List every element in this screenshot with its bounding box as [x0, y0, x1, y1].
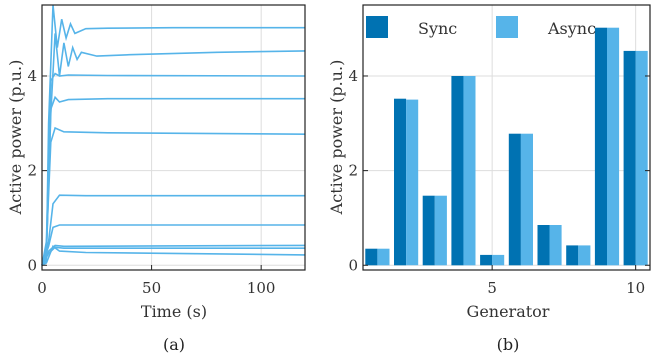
bar-async-gen-4 — [463, 76, 476, 266]
bar-chart-ylabel: Active power (p.u.) — [327, 60, 346, 216]
line-chart-ytick-label: 4 — [27, 67, 37, 85]
bar-chart-ytick-label: 2 — [348, 162, 358, 180]
bar-sync-gen-10 — [623, 50, 636, 266]
line-chart-series — [41, 4, 306, 267]
bar-chart-ticks: 5 10 0 2 4 — [348, 67, 650, 297]
legend-sync-label: Sync — [418, 19, 457, 38]
legend-async-swatch — [496, 16, 518, 38]
legend-sync-swatch — [366, 16, 388, 38]
legend-async-label: Async — [547, 19, 596, 38]
line-chart-grid — [41, 5, 305, 270]
line-series-7 — [41, 224, 305, 266]
line-chart-ytick-label: 2 — [27, 162, 37, 180]
bar-async-gen-9 — [607, 27, 620, 266]
line-chart-xtick-label: 0 — [37, 279, 47, 297]
line-series-10 — [41, 245, 306, 267]
bar-sync-gen-5 — [480, 254, 493, 266]
bar-async-gen-2 — [406, 99, 419, 266]
line-chart-ylabel: Active power (p.u.) — [6, 60, 25, 216]
line-chart-xlabel: Time (s) — [141, 302, 207, 321]
bar-sync-gen-2 — [394, 98, 407, 266]
bar-async-gen-6 — [520, 133, 533, 266]
bar-async-gen-1 — [377, 248, 390, 266]
bar-async-gen-7 — [549, 225, 562, 266]
bar-sync-gen-9 — [594, 27, 607, 266]
line-series-3 — [41, 72, 306, 266]
line-series-4 — [41, 95, 305, 266]
line-chart-xtick-label: 50 — [142, 279, 161, 297]
line-series-1 — [41, 4, 305, 266]
bar-chart-ytick-label: 4 — [348, 67, 358, 85]
bar-chart-legend: Sync Async — [366, 16, 596, 38]
line-series-9 — [41, 246, 305, 266]
bar-chart-xtick-label: 10 — [626, 279, 645, 297]
bar-sync-gen-3 — [422, 195, 435, 266]
line-chart-ytick-label: 0 — [27, 256, 37, 274]
line-chart-frame — [41, 4, 306, 271]
line-series-2 — [41, 33, 306, 266]
bar-chart-panel: 5 10 0 2 4 Sync Async Generator Active power… — [327, 4, 651, 354]
bar-sync-gen-6 — [508, 133, 521, 266]
bar-async-gen-10 — [635, 50, 648, 266]
bar-sync-gen-4 — [451, 76, 464, 266]
caption-b: (b) — [497, 335, 520, 354]
line-chart-xtick-label: 100 — [247, 279, 276, 297]
bar-async-gen-8 — [578, 245, 591, 266]
bar-sync-gen-7 — [537, 225, 550, 266]
bar-chart-frame — [362, 4, 651, 271]
bar-async-gen-5 — [492, 254, 505, 266]
bar-async-gen-3 — [434, 195, 447, 266]
line-chart-ticks: 0 50 100 0 2 4 — [27, 67, 275, 297]
bar-chart-xtick-label: 5 — [487, 279, 497, 297]
bar-chart-bars — [365, 27, 648, 266]
bar-sync-gen-1 — [365, 248, 378, 266]
line-chart-panel: 0 50 100 0 2 4 Time (s) Active power (p.u.) (… — [6, 4, 306, 354]
bar-chart-xlabel: Generator — [467, 302, 550, 321]
caption-a: (a) — [163, 335, 185, 354]
bar-sync-gen-8 — [566, 245, 579, 266]
line-series-5 — [41, 126, 306, 266]
bar-chart-ytick-label: 0 — [348, 256, 358, 274]
line-series-6 — [41, 194, 305, 266]
